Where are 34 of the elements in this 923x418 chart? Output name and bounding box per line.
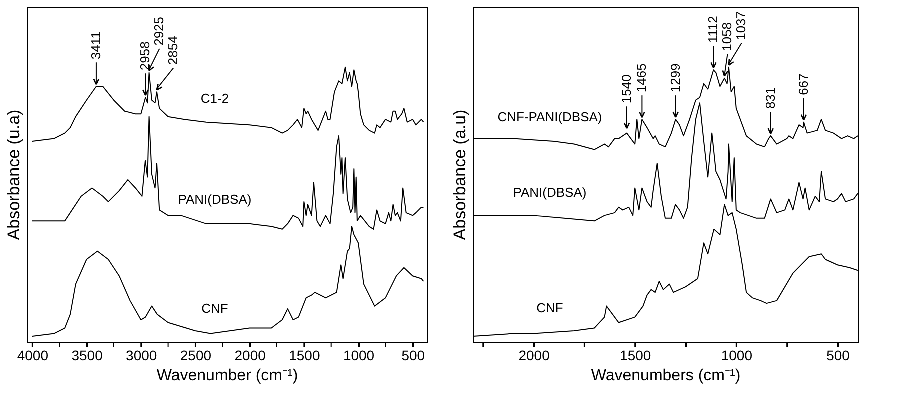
annotation: 831 <box>762 87 778 110</box>
x-tick-label: 1500 <box>620 348 652 364</box>
x-tick-label: 1500 <box>289 348 320 364</box>
x-tick-label: 3500 <box>72 348 104 364</box>
annotation: 2958 <box>138 42 153 71</box>
series-label: PANI(DBSA) <box>178 192 252 207</box>
annotation: 1540 <box>619 74 634 104</box>
y-axis-title: Absorbance (a.u) <box>450 110 470 240</box>
x-tick-label: 4000 <box>17 348 49 364</box>
x-tick-label: 1000 <box>343 348 375 364</box>
legend-label: CNF-PANI(DBSA) <box>498 109 602 124</box>
series-label: CNF <box>536 300 564 316</box>
annotation: 2854 <box>166 36 181 66</box>
x-tick-label: 500 <box>402 348 426 364</box>
x-axis-title: Wavenumber (cm⁻¹) <box>156 368 298 384</box>
x-tick-label: 3000 <box>126 348 158 364</box>
x-tick-label: 1000 <box>721 348 753 364</box>
annotation: 1058 <box>720 22 735 52</box>
annotation: 3411 <box>88 32 104 60</box>
annotation: 1465 <box>634 64 650 93</box>
annotation: 1037 <box>734 11 749 40</box>
annotation: 667 <box>796 74 811 96</box>
annotation: 1299 <box>668 64 683 93</box>
series-label: CNF <box>202 301 228 316</box>
x-axis-title: Wavenumbers (cm⁻¹) <box>591 368 741 384</box>
x-tick-label: 500 <box>826 348 850 364</box>
annotation: 1112 <box>706 16 721 44</box>
y-axis-title: Absorbance (u.a) <box>4 110 24 240</box>
annotation: 2925 <box>152 16 167 46</box>
x-tick-label: 2500 <box>180 348 212 364</box>
series-label: PANI(DBSA) <box>513 185 587 200</box>
x-tick-label: 2000 <box>518 348 550 364</box>
series-label: C1-2 <box>200 90 230 106</box>
x-tick-label: 2000 <box>234 348 266 364</box>
